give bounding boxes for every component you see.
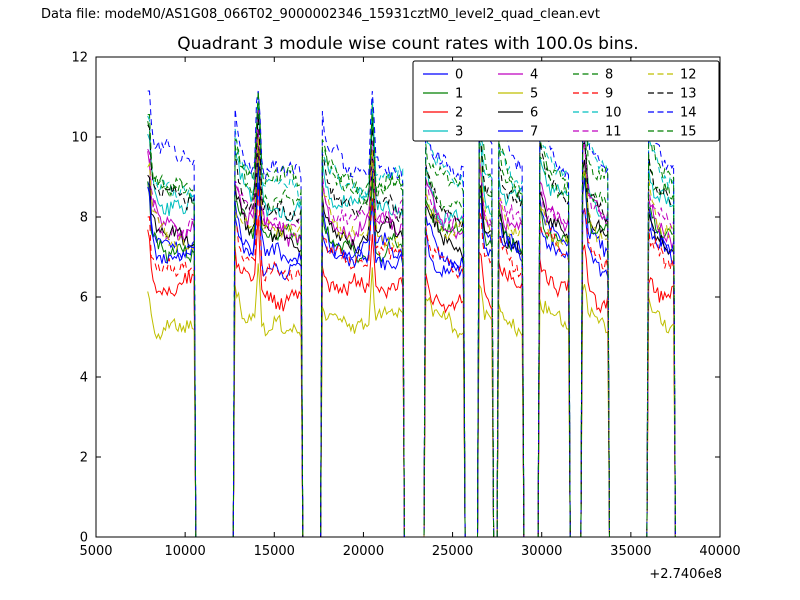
- x-offset-label: +2.7406e8: [649, 567, 722, 582]
- legend-label-6: 6: [530, 106, 538, 121]
- x-tick-label: 40000: [699, 544, 740, 559]
- series-line-2: [147, 215, 676, 537]
- y-tick-label: 12: [71, 51, 88, 66]
- series-line-0: [147, 162, 676, 537]
- legend-entry-2: 2: [423, 106, 463, 121]
- y-tick-label: 10: [71, 131, 88, 146]
- legend-label-8: 8: [605, 68, 613, 83]
- legend-label-7: 7: [530, 125, 538, 140]
- legend-entry-15: 15: [648, 125, 697, 140]
- series-line-3: [147, 105, 676, 537]
- legend-label-13: 13: [680, 87, 697, 102]
- legend-entry-7: 7: [498, 125, 538, 140]
- series-line-8: [147, 101, 676, 537]
- legend-entry-5: 5: [498, 87, 538, 102]
- legend-label-10: 10: [605, 106, 622, 121]
- x-tick-label: 20000: [343, 544, 384, 559]
- legend-label-1: 1: [455, 87, 463, 102]
- legend-label-2: 2: [455, 106, 463, 121]
- legend-entry-10: 10: [573, 106, 622, 121]
- legend-entry-6: 6: [498, 106, 538, 121]
- legend-label-9: 9: [605, 87, 613, 102]
- series-line-4: [147, 129, 676, 537]
- legend-label-11: 11: [605, 125, 622, 140]
- series-group: [147, 90, 676, 537]
- y-tick-label: 6: [80, 291, 88, 306]
- series-line-14: [147, 90, 676, 537]
- legend-entry-9: 9: [573, 87, 613, 102]
- legend-entry-8: 8: [573, 68, 613, 83]
- y-tick-label: 8: [80, 211, 88, 226]
- series-line-10: [147, 90, 676, 537]
- y-tick-label: 2: [80, 451, 88, 466]
- legend-entry-1: 1: [423, 87, 463, 102]
- chart-title: Quadrant 3 module wise count rates with …: [177, 34, 639, 54]
- legend-label-0: 0: [455, 68, 463, 83]
- legend-box: [412, 60, 720, 142]
- series-line-5: [147, 263, 676, 537]
- series-line-13: [147, 114, 676, 537]
- series-line-12: [147, 136, 676, 537]
- legend-entry-12: 12: [648, 68, 697, 83]
- legend-entry-4: 4: [498, 68, 538, 83]
- legend-label-5: 5: [530, 87, 538, 102]
- series-line-11: [147, 110, 676, 537]
- x-tick-label: 5000: [79, 544, 112, 559]
- x-tick-label: 35000: [610, 544, 651, 559]
- x-tick-label: 15000: [254, 544, 295, 559]
- series-line-1: [147, 143, 676, 537]
- legend-label-3: 3: [455, 125, 463, 140]
- axes: 5000 10000 15000 20000 25000 30000 35000 40000 0…: [71, 51, 740, 583]
- legend-entry-3: 3: [423, 125, 463, 140]
- series-line-15: [147, 90, 676, 537]
- y-tick-label: 0: [80, 531, 88, 546]
- x-tick-label: 25000: [432, 544, 473, 559]
- data-file-label: Data file: modeM0/AS1G08_066T02_90000023…: [41, 7, 600, 22]
- x-tick-label: 10000: [164, 544, 205, 559]
- legend-entry-14: 14: [648, 106, 697, 121]
- legend-label-14: 14: [680, 106, 697, 121]
- legend-label-12: 12: [680, 68, 697, 83]
- legend-label-4: 4: [530, 68, 538, 83]
- legend-entry-0: 0: [423, 68, 463, 83]
- y-tick-label: 4: [80, 371, 88, 386]
- legend-entry-11: 11: [573, 125, 622, 140]
- x-tick-label: 30000: [521, 544, 562, 559]
- legend-label-15: 15: [680, 125, 697, 140]
- legend-entry-13: 13: [648, 87, 697, 102]
